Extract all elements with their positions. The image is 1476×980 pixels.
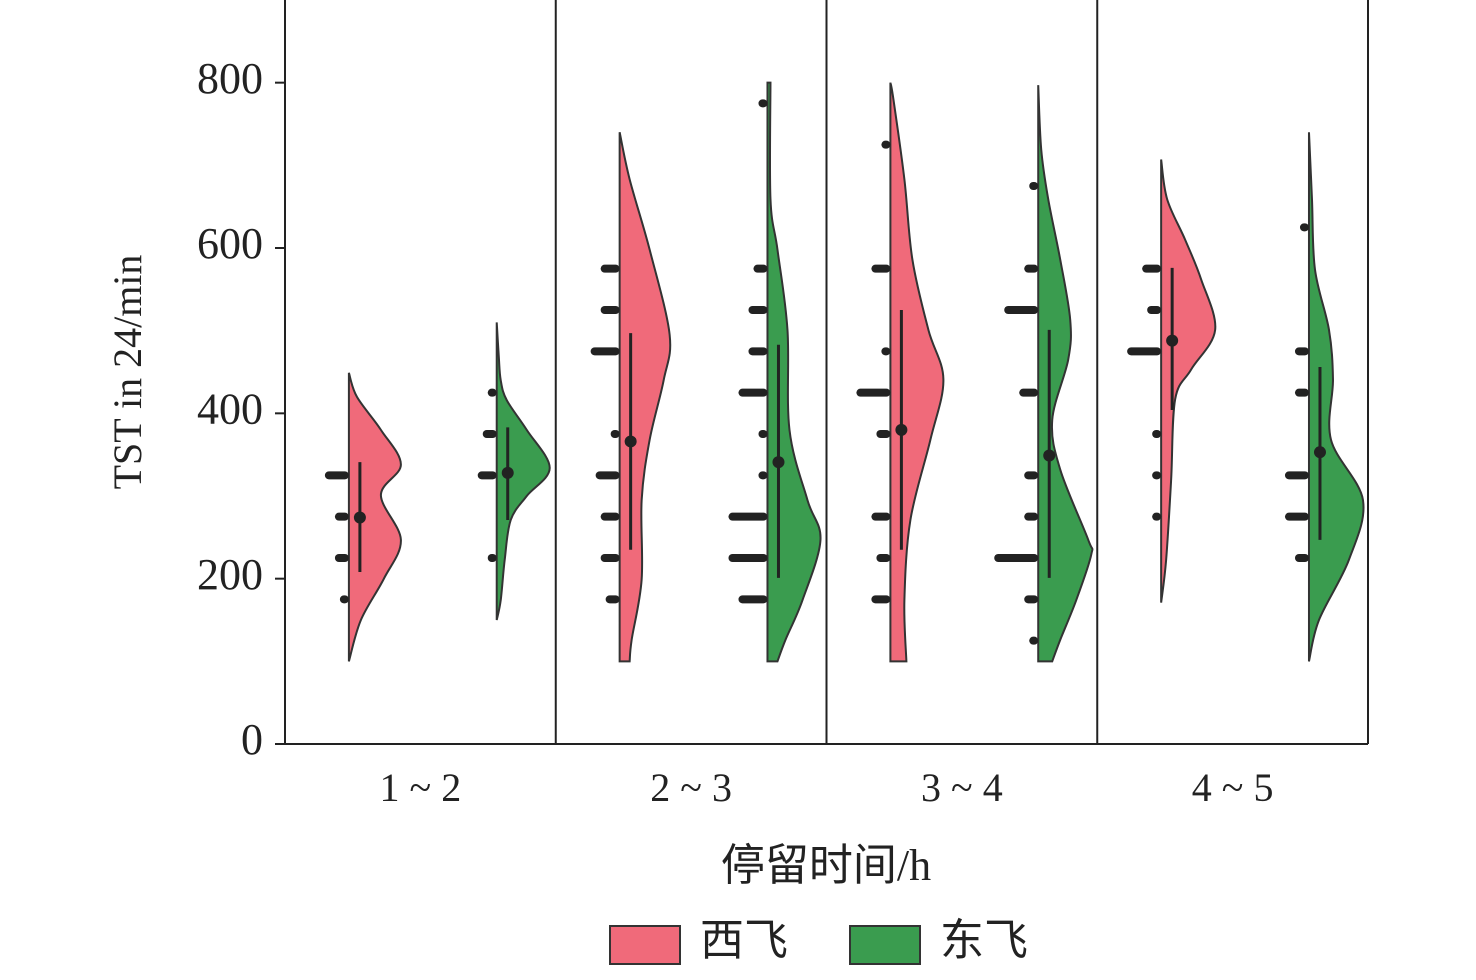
x-axis-label: 停留时间/h [721,841,931,890]
violin [347,372,402,662]
y-tick-label: 600 [197,219,263,268]
y-tick-label: 400 [197,384,263,433]
violin [495,322,551,621]
mean-point [772,456,785,469]
x-tick-label: 4 ~ 5 [1192,765,1274,810]
violin [1160,159,1217,603]
x-tick-label: 1 ~ 2 [380,765,462,810]
legend-label: 东飞 [940,916,1028,965]
y-tick-label: 200 [197,550,263,599]
violin [618,132,672,663]
y-axis-label: TST in 24/min [105,255,150,490]
legend-swatch [609,925,681,965]
y-tick-label: 800 [197,54,263,103]
legend-label: 西飞 [700,916,788,965]
mean-point [624,435,637,448]
mean-point [895,423,908,436]
violin [1307,132,1365,662]
violin [766,81,822,663]
x-tick-label: 2 ~ 3 [650,765,732,810]
mean-point [353,511,366,524]
y-tick-label: 0 [241,715,263,764]
violin [889,82,945,663]
violin [1037,85,1094,663]
mean-point [1166,334,1179,347]
mean-point [1043,449,1056,462]
legend-swatch [849,925,921,965]
x-tick-label: 3 ~ 4 [921,765,1003,810]
mean-point [1313,446,1326,459]
mean-point [501,466,514,479]
